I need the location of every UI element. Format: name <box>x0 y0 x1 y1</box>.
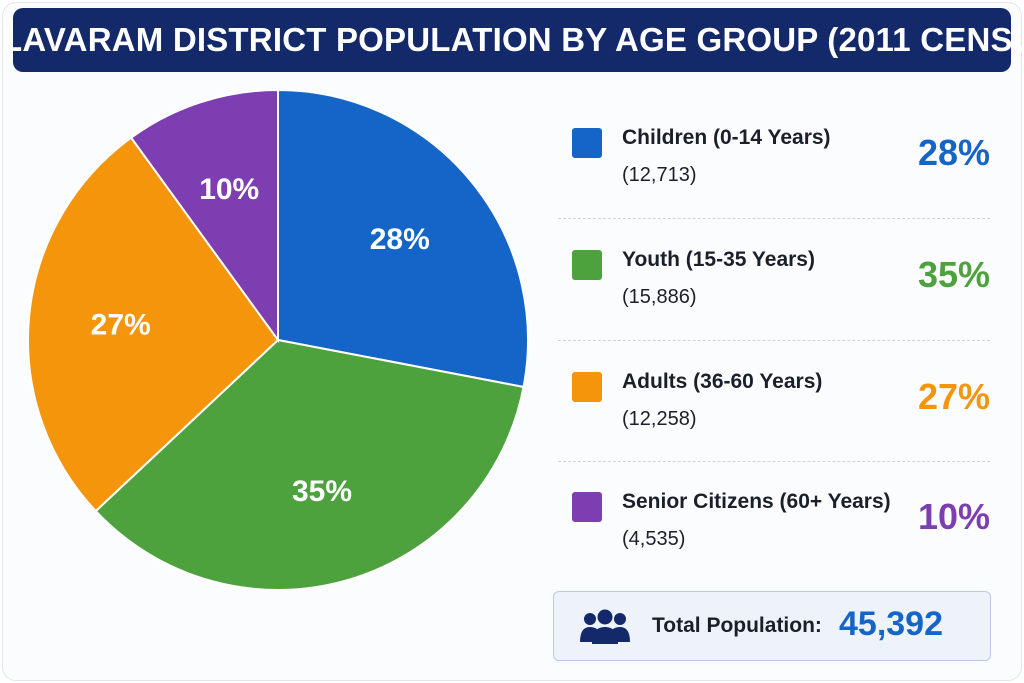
legend-swatch-children <box>572 128 602 158</box>
legend-item-seniors: Senior Citizens (60+ Years) (4,535) 10% <box>558 472 998 582</box>
total-population-label: Total Population: <box>652 614 822 637</box>
legend-count-adults: (12,258) <box>622 408 697 430</box>
pie-label-adults: 27% <box>91 309 151 342</box>
legend-divider <box>558 218 990 219</box>
chart-title: POLAVARAM DISTRICT POPULATION BY AGE GRO… <box>0 21 1024 58</box>
legend-percent-youth: 35% <box>917 254 990 295</box>
legend-item-children: Children (0-14 Years) (12,713) 28% <box>558 108 998 218</box>
legend-label-children: Children (0-14 Years) <box>622 126 831 149</box>
pie-slice-seniors <box>129 88 279 344</box>
legend-percent-children: 28% <box>917 132 990 173</box>
legend-label-adults: Adults (36-60 Years) <box>622 370 823 393</box>
title-bar: POLAVARAM DISTRICT POPULATION BY AGE GRO… <box>0 8 1024 72</box>
legend-swatch-youth <box>572 250 602 280</box>
pie-label-youth: 35% <box>292 475 352 508</box>
total-population-box: Total Population: 45,392 <box>553 591 991 661</box>
pie-slice-children <box>277 88 529 389</box>
legend-swatch-seniors <box>572 492 602 522</box>
legend-divider <box>558 340 990 341</box>
pie-slice-adults <box>27 136 280 513</box>
people-group-icon <box>580 609 630 644</box>
pie-chart: 28% 35% 27% 10% <box>27 88 529 591</box>
pie-label-seniors: 10% <box>199 173 259 206</box>
legend-item-youth: Youth (15-35 Years) (15,886) 35% <box>558 230 998 340</box>
pie-slice-youth <box>94 338 525 591</box>
legend-count-seniors: (4,535) <box>622 528 686 550</box>
legend-count-youth: (15,886) <box>622 286 697 308</box>
legend-divider <box>558 461 990 462</box>
legend-count-children: (12,713) <box>622 164 697 186</box>
legend-swatch-adults <box>572 372 602 402</box>
legend-label-youth: Youth (15-35 Years) <box>622 248 815 271</box>
legend-label-seniors: Senior Citizens (60+ Years) <box>622 490 891 513</box>
legend-item-adults: Adults (36-60 Years) (12,258) 27% <box>558 352 998 462</box>
legend-percent-seniors: 10% <box>917 496 990 537</box>
legend-percent-adults: 27% <box>917 376 990 417</box>
total-population-value: 45,392 <box>839 605 943 643</box>
pie-label-children: 28% <box>370 223 430 256</box>
